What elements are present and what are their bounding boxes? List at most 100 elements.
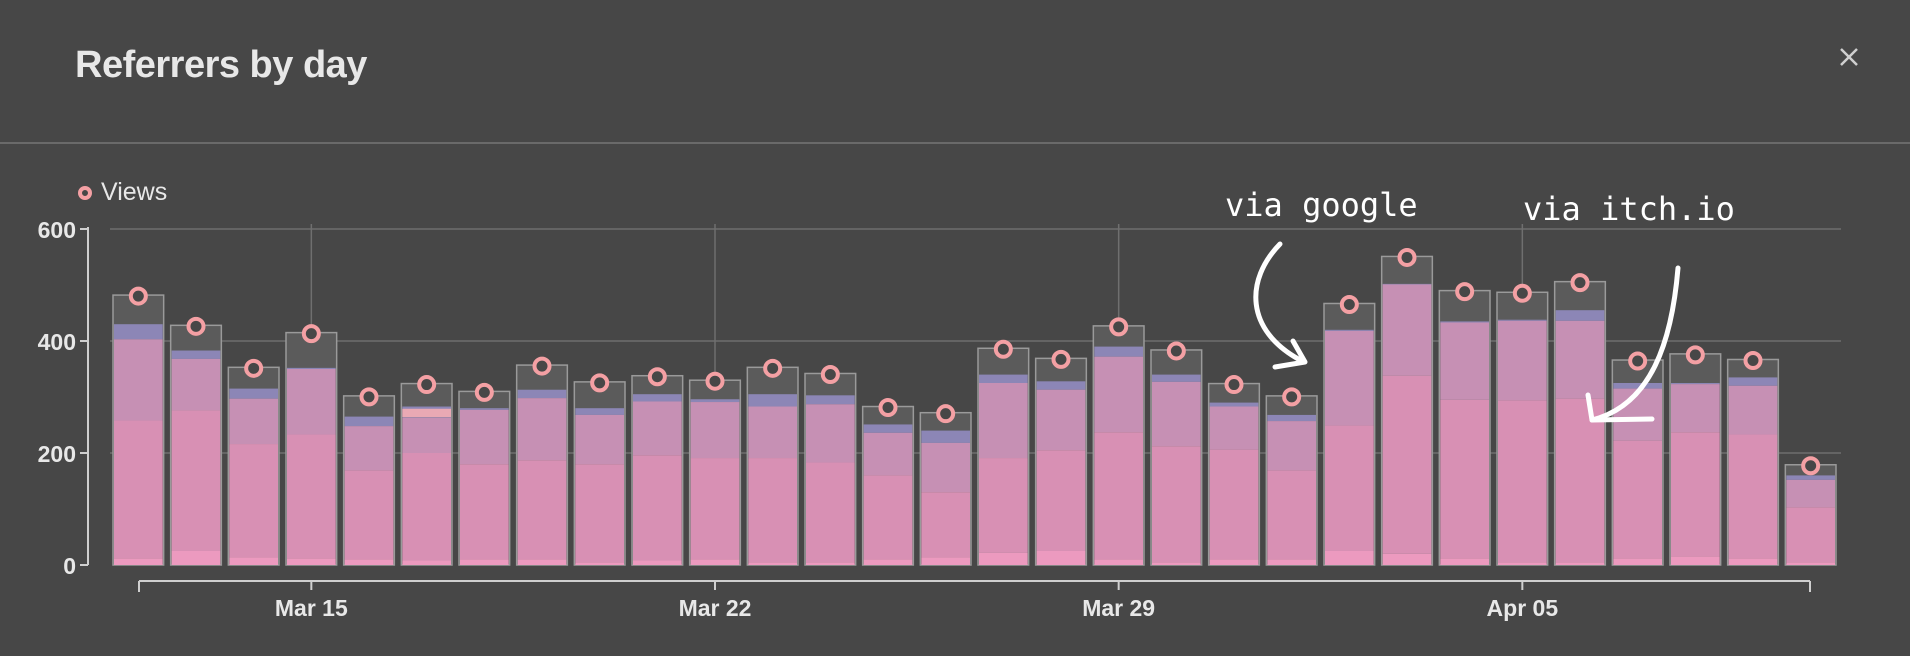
bar-segment-main <box>633 455 682 561</box>
header-divider <box>0 142 1910 144</box>
view-point <box>763 358 783 378</box>
bar-segment-main <box>863 475 913 560</box>
itch-arrow-head <box>1585 392 1655 423</box>
bar-segment-main <box>1152 446 1201 563</box>
y-tick-label: 400 <box>38 329 76 355</box>
bar-segment-bottom <box>1152 562 1201 565</box>
bar-segment-upper <box>1728 385 1778 435</box>
close-icon[interactable] <box>1832 40 1866 74</box>
bar-segment-main <box>229 444 278 558</box>
bar-segment-bottom <box>1671 556 1720 565</box>
view-point <box>590 373 610 393</box>
view-point <box>878 398 898 418</box>
bar-segment-bottom <box>1036 551 1086 565</box>
view-point <box>647 367 667 387</box>
view-point <box>359 387 379 407</box>
bar-segment-upper <box>517 398 567 461</box>
bar-segment-upper <box>171 358 221 411</box>
annotation-arrows <box>1253 241 1681 423</box>
bar-segment-blue <box>1498 319 1547 321</box>
bar-segment-blue <box>1267 414 1316 422</box>
bar-segment-upper <box>863 432 913 476</box>
bar-segment-main <box>171 410 221 551</box>
bar-segment-upper <box>1498 320 1547 401</box>
bar-segment-bottom <box>748 562 797 565</box>
bar-segment-main <box>1555 398 1605 563</box>
view-point <box>244 358 264 378</box>
bar-segment-blue <box>229 388 278 399</box>
bar-segment-blue <box>1613 383 1662 389</box>
bar-segment-blue <box>1325 329 1374 331</box>
bar-segment-upper <box>229 398 278 445</box>
view-point <box>1109 317 1129 337</box>
bar-segment-main <box>979 458 1028 553</box>
bar-segment-bottom <box>690 559 740 565</box>
bar-segment-upper <box>1440 322 1489 400</box>
bar-segment-bottom <box>517 559 567 565</box>
view-point <box>1455 282 1475 302</box>
bar-segment-upper <box>1094 356 1143 433</box>
bar-segment-blue <box>1209 402 1259 407</box>
bar-segment-upper <box>1613 388 1662 441</box>
bar-segment-blue <box>1555 310 1605 321</box>
bar-segment-blue <box>575 408 624 415</box>
bar-segment-main <box>402 453 451 561</box>
bar-segment-bottom <box>1498 562 1547 565</box>
legend-views-label: Views <box>101 178 168 206</box>
bar-segment-bottom <box>806 562 855 565</box>
bar-segment-blue <box>806 395 855 405</box>
bar-segment-blue <box>1152 374 1201 382</box>
annotation-via-itch: via itch.io <box>1523 190 1735 228</box>
bar-segment-bottom <box>863 559 913 565</box>
bar-segment-blue <box>1094 346 1143 357</box>
bar-segment-bottom <box>287 558 336 565</box>
bar-segment-upper <box>575 414 624 465</box>
bar-segment-upper <box>1209 406 1259 450</box>
view-point <box>1685 345 1705 365</box>
view-point <box>474 382 494 402</box>
bar-segment-bottom <box>1094 559 1143 565</box>
view-point <box>417 375 437 395</box>
bar-segment-blue <box>114 324 163 340</box>
view-point <box>936 404 956 424</box>
bar-segment-main <box>1267 470 1316 560</box>
bar-segment-bottom <box>979 552 1028 565</box>
bar-segment-blue <box>1440 321 1489 323</box>
view-point <box>1051 349 1071 369</box>
bar-segment-main <box>1671 432 1720 557</box>
bar-segment-main <box>1613 440 1662 559</box>
bar-segment-main <box>690 458 740 560</box>
x-tick-label: Mar 15 <box>275 595 348 621</box>
view-point <box>1512 283 1532 303</box>
bar-segment-blue <box>863 424 913 433</box>
bar-segment-main <box>517 460 567 560</box>
bar-segment-main <box>344 470 394 560</box>
view-point <box>820 364 840 384</box>
view-point <box>532 356 552 376</box>
bar-segment-upper <box>633 401 682 456</box>
bar-segment-main <box>287 434 336 559</box>
bar-segment-upper <box>287 369 336 435</box>
bar-segment-upper <box>1555 320 1605 399</box>
bar-segment-main <box>1728 434 1778 559</box>
bar-segment-main <box>575 464 624 563</box>
bar-segment-bottom <box>344 559 394 565</box>
legend[interactable]: Views <box>78 178 167 207</box>
view-point <box>1339 294 1359 314</box>
bar-segment-bottom <box>575 562 624 565</box>
bar-segment-main <box>1325 425 1374 551</box>
bar-segment-upper <box>690 402 740 459</box>
bar-segment-upper <box>114 339 163 421</box>
bar-segment-bottom <box>1440 558 1489 565</box>
bar-segment-bottom <box>1786 562 1835 565</box>
bar-segment-bottom <box>1613 558 1662 565</box>
view-point <box>1743 350 1763 370</box>
bar-segment-bottom <box>171 551 221 565</box>
y-tick-label: 600 <box>38 217 76 243</box>
bar-segment-main <box>1382 375 1432 554</box>
bar-segment-main <box>748 458 797 563</box>
bar-segment-bottom <box>1555 562 1605 565</box>
bar-segment-blue <box>460 408 509 410</box>
bar-segment-bottom <box>229 557 278 565</box>
bar-segment-main <box>1440 399 1489 559</box>
